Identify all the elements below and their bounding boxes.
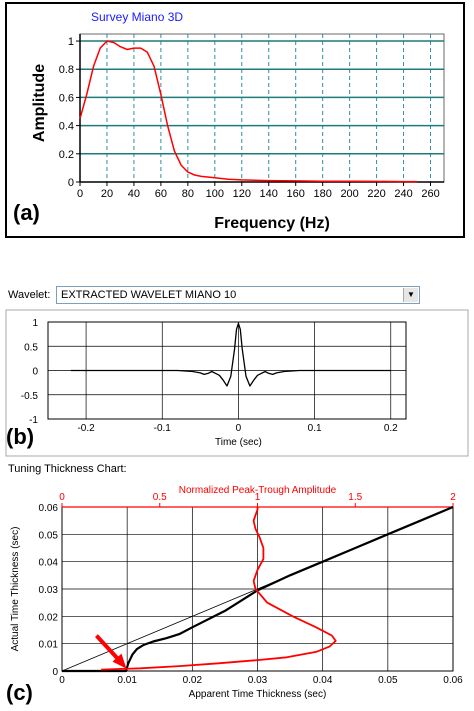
x-axis-label-a: Frequency (Hz): [214, 215, 330, 232]
spectrum-line-a: [79, 40, 417, 183]
top-tick-label-c: 2: [450, 492, 456, 503]
panel-a-frame: 0 20 40 60 80 100 120 140 160 180 200 220 240 260 0 0.2…: [5, 2, 465, 238]
wavelet-label: Wavelet:: [8, 289, 51, 301]
x-tick-label-c: 0.05: [378, 675, 398, 686]
plot-area-a: [79, 33, 445, 183]
y-tick-label-b: 1: [32, 318, 38, 329]
x-tick-label-c: 0.06: [443, 675, 463, 686]
x-tick-label-a: 80: [182, 188, 194, 200]
y-axis-label-c: Actual Time Thickness (sec): [10, 527, 21, 652]
x-tick-label-a: 120: [233, 188, 251, 200]
tuning-chart-title: Tuning Thickness Chart:: [8, 463, 127, 475]
y-tick-label-c: 0.03: [39, 585, 59, 596]
y-tick-label-a: 0: [68, 177, 74, 189]
y-tick-label-c: 0.06: [39, 503, 59, 514]
chart-b: -0.2 -0.1 0 0.1 0.2 -1 -0.5 0 0.5 1 Time (sec): [5, 309, 469, 457]
y-tick-label-a: 1: [68, 36, 74, 48]
x-tick-label-b: 0.2: [384, 423, 398, 434]
x-tick-label-c: 0.01: [117, 675, 137, 686]
wavelet-select[interactable]: EXTRACTED WAVELET MIANO 10 ▼: [56, 286, 420, 304]
chart-a: 0 20 40 60 80 100 120 140 160 180 200 220 240 260 0 0.2…: [31, 10, 445, 232]
chart-c: 0 0.01 0.02 0.03 0.04 0.05 0.0600.010.020.030.…: [10, 485, 463, 700]
wavelet-select-value: EXTRACTED WAVELET MIANO 10: [61, 289, 237, 301]
top-axis-label-c: Normalized Peak-Trough Amplitude: [179, 485, 337, 496]
x-tick-label-b: -0.1: [154, 423, 172, 434]
panel-label-b: (b): [6, 424, 35, 449]
annotation-arrow-shaft-c: [95, 634, 122, 663]
x-axis-label-b: Time (sec): [215, 437, 262, 448]
x-tick-label-a: 160: [287, 188, 305, 200]
annotation-arrow-head-c: [112, 653, 127, 669]
y-axis-label-a: Amplitude: [31, 64, 48, 142]
x-tick-label-a: 20: [101, 188, 113, 200]
y-tick-label-a: 0.6: [59, 92, 74, 104]
y-tick-label-b: 0.5: [24, 342, 38, 353]
plot-area-b: [47, 321, 407, 420]
x-tick-label-a: 180: [313, 188, 331, 200]
y-tick-label-c: 0.04: [39, 558, 59, 569]
y-tick-label-b: -1: [29, 415, 38, 426]
x-tick-label-a: 140: [260, 188, 278, 200]
y-tick-label-c: 0.01: [39, 640, 59, 651]
top-tick-label-c: 1: [255, 492, 261, 503]
apparent-thickness-line-c: [62, 505, 454, 673]
panel-label-a: (a): [13, 200, 40, 225]
top-tick-label-c: 1.5: [348, 492, 362, 503]
amplitude-line-c: [101, 507, 337, 671]
x-tick-label-a: 240: [394, 188, 412, 200]
wavelet-line-b: [70, 322, 391, 387]
panel-b-frame: [5, 309, 469, 457]
y-tick-label-a: 0.2: [59, 149, 74, 161]
top-tick-label-c: 0: [59, 492, 65, 503]
x-tick-label-b: 0: [236, 423, 242, 434]
y-tick-label-c: 0.02: [39, 612, 59, 623]
chevron-down-icon[interactable]: ▼: [403, 288, 418, 302]
x-tick-label-a: 200: [340, 188, 358, 200]
x-tick-label-a: 60: [155, 188, 167, 200]
y-tick-label-b: 0: [32, 367, 38, 378]
x-tick-label-b: -0.2: [77, 423, 95, 434]
y-tick-label-b: -0.5: [21, 391, 39, 402]
chart-title-a: Survey Miano 3D: [91, 10, 183, 24]
panel-label-c: (c): [6, 680, 33, 705]
x-tick-label-c: 0.02: [183, 675, 203, 686]
x-tick-label-a: 0: [77, 188, 83, 200]
x-tick-label-a: 40: [128, 188, 140, 200]
y-tick-label-c: 0: [52, 667, 58, 678]
y-tick-label-a: 0.8: [59, 64, 74, 76]
x-tick-label-a: 100: [206, 188, 224, 200]
x-tick-label-a: 220: [367, 188, 385, 200]
x-tick-label-a: 260: [421, 188, 439, 200]
x-tick-label-b: 0.1: [308, 423, 322, 434]
x-tick-label-c: 0.03: [248, 675, 268, 686]
wavelet-row: Wavelet: EXTRACTED WAVELET MIANO 10 ▼: [0, 286, 474, 306]
x-axis-label-c: Apparent Time Thickness (sec): [189, 689, 327, 700]
top-tick-label-c: 0.5: [153, 492, 167, 503]
y-tick-label-c: 0.05: [39, 530, 59, 541]
x-tick-label-c: 0: [59, 675, 65, 686]
x-tick-label-c: 0.04: [313, 675, 333, 686]
y-tick-label-a: 0.4: [59, 121, 74, 133]
